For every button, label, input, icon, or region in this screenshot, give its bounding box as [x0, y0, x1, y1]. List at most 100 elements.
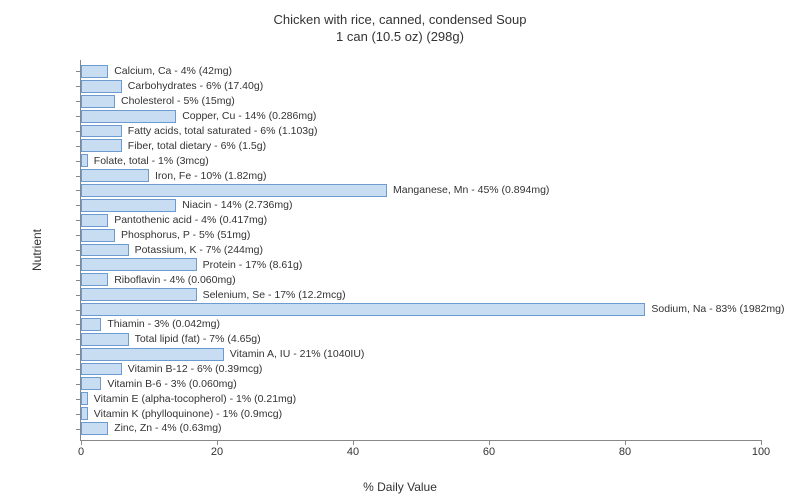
- bar: [81, 139, 122, 152]
- bar-row: Vitamin B-12 - 6% (0.39mcg): [81, 362, 761, 377]
- title-line2: 1 can (10.5 oz) (298g): [0, 29, 800, 46]
- y-tick-mark: [76, 146, 81, 147]
- bar-label: Thiamin - 3% (0.042mg): [107, 318, 220, 330]
- bar-label: Niacin - 14% (2.736mg): [182, 199, 292, 211]
- x-axis-label: % Daily Value: [363, 480, 437, 494]
- bar-label: Phosphorus, P - 5% (51mg): [121, 229, 250, 241]
- y-tick-mark: [76, 280, 81, 281]
- bar-row: Protein - 17% (8.61g): [81, 257, 761, 272]
- bar-row: Vitamin B-6 - 3% (0.060mg): [81, 376, 761, 391]
- bar-label: Copper, Cu - 14% (0.286mg): [182, 110, 316, 122]
- bar: [81, 407, 88, 420]
- bar-row: Copper, Cu - 14% (0.286mg): [81, 109, 761, 124]
- bar-row: Niacin - 14% (2.736mg): [81, 198, 761, 213]
- bar-row: Vitamin A, IU - 21% (1040IU): [81, 347, 761, 362]
- bar: [81, 214, 108, 227]
- bar-label: Vitamin K (phylloquinone) - 1% (0.9mcg): [94, 408, 282, 420]
- chart-container: Chicken with rice, canned, condensed Sou…: [0, 0, 800, 500]
- bar-row: Iron, Fe - 10% (1.82mg): [81, 168, 761, 183]
- y-tick-mark: [76, 86, 81, 87]
- bar-label: Folate, total - 1% (3mcg): [94, 155, 209, 167]
- y-tick-mark: [76, 310, 81, 311]
- y-tick-mark: [76, 161, 81, 162]
- y-tick-mark: [76, 324, 81, 325]
- bar-label: Vitamin A, IU - 21% (1040IU): [230, 348, 365, 360]
- bar: [81, 110, 176, 123]
- x-tick-mark: [625, 440, 626, 445]
- x-tick-label: 100: [752, 446, 770, 458]
- bar-row: Phosphorus, P - 5% (51mg): [81, 228, 761, 243]
- bar: [81, 184, 387, 197]
- y-tick-mark: [76, 339, 81, 340]
- bar: [81, 422, 108, 435]
- x-tick-label: 0: [78, 446, 84, 458]
- x-tick-mark: [81, 440, 82, 445]
- bar: [81, 363, 122, 376]
- bar-label: Calcium, Ca - 4% (42mg): [114, 65, 232, 77]
- y-tick-mark: [76, 116, 81, 117]
- x-tick-mark: [761, 440, 762, 445]
- bar-row: Potassium, K - 7% (244mg): [81, 243, 761, 258]
- plot-area: Calcium, Ca - 4% (42mg) Carbohydrates - 6…: [80, 60, 761, 441]
- bar: [81, 288, 197, 301]
- bar: [81, 65, 108, 78]
- x-tick-label: 80: [619, 446, 631, 458]
- bar: [81, 348, 224, 361]
- bar: [81, 229, 115, 242]
- y-tick-mark: [76, 399, 81, 400]
- bar: [81, 95, 115, 108]
- bar-label: Sodium, Na - 83% (1982mg): [651, 303, 784, 315]
- bar-row: Fiber, total dietary - 6% (1.5g): [81, 138, 761, 153]
- bar: [81, 199, 176, 212]
- bar-label: Manganese, Mn - 45% (0.894mg): [393, 184, 549, 196]
- x-tick-mark: [217, 440, 218, 445]
- bar: [81, 80, 122, 93]
- bar: [81, 303, 645, 316]
- bar-row: Zinc, Zn - 4% (0.63mg): [81, 421, 761, 436]
- x-tick-label: 20: [211, 446, 223, 458]
- bar-row: Vitamin E (alpha-tocopherol) - 1% (0.21m…: [81, 391, 761, 406]
- bar-label: Iron, Fe - 10% (1.82mg): [155, 170, 266, 182]
- bar-label: Fiber, total dietary - 6% (1.5g): [128, 140, 266, 152]
- y-tick-mark: [76, 71, 81, 72]
- y-tick-mark: [76, 295, 81, 296]
- bar: [81, 377, 101, 390]
- y-axis-label: Nutrient: [30, 229, 44, 271]
- x-tick-mark: [489, 440, 490, 445]
- x-tick-mark: [353, 440, 354, 445]
- bar-label: Pantothenic acid - 4% (0.417mg): [114, 214, 267, 226]
- bar: [81, 125, 122, 138]
- bar: [81, 169, 149, 182]
- bar-label: Carbohydrates - 6% (17.40g): [128, 80, 263, 92]
- bar: [81, 258, 197, 271]
- bar-row: Vitamin K (phylloquinone) - 1% (0.9mcg): [81, 406, 761, 421]
- y-tick-mark: [76, 235, 81, 236]
- bar: [81, 244, 129, 257]
- bar: [81, 333, 129, 346]
- title-line1: Chicken with rice, canned, condensed Sou…: [0, 12, 800, 29]
- y-tick-mark: [76, 176, 81, 177]
- x-tick-label: 60: [483, 446, 495, 458]
- bar-row: Selenium, Se - 17% (12.2mcg): [81, 287, 761, 302]
- bar-row: Cholesterol - 5% (15mg): [81, 94, 761, 109]
- y-tick-mark: [76, 369, 81, 370]
- y-tick-mark: [76, 265, 81, 266]
- y-tick-mark: [76, 384, 81, 385]
- bar-label: Cholesterol - 5% (15mg): [121, 95, 235, 107]
- bar-label: Riboflavin - 4% (0.060mg): [114, 274, 235, 286]
- bar-row: Carbohydrates - 6% (17.40g): [81, 79, 761, 94]
- y-tick-mark: [76, 131, 81, 132]
- bar-label: Vitamin B-12 - 6% (0.39mcg): [128, 363, 263, 375]
- y-tick-mark: [76, 101, 81, 102]
- bar-row: Pantothenic acid - 4% (0.417mg): [81, 213, 761, 228]
- y-tick-mark: [76, 354, 81, 355]
- bar-row: Thiamin - 3% (0.042mg): [81, 317, 761, 332]
- bar-row: Total lipid (fat) - 7% (4.65g): [81, 332, 761, 347]
- bar: [81, 392, 88, 405]
- bar-label: Vitamin E (alpha-tocopherol) - 1% (0.21m…: [94, 393, 296, 405]
- y-tick-mark: [76, 220, 81, 221]
- bar-label: Vitamin B-6 - 3% (0.060mg): [107, 378, 236, 390]
- y-tick-mark: [76, 205, 81, 206]
- y-tick-mark: [76, 429, 81, 430]
- bar-label: Protein - 17% (8.61g): [203, 259, 303, 271]
